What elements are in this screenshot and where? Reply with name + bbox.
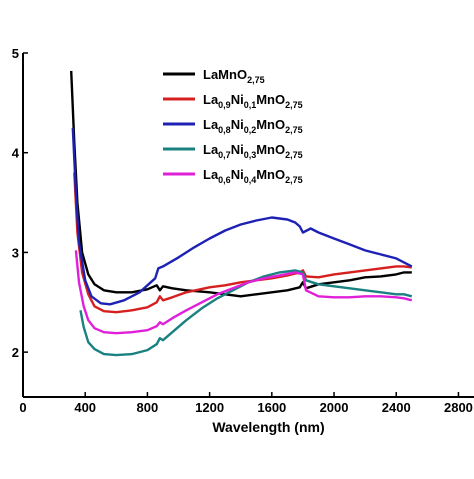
legend-label-part: 0,8 [218,125,231,135]
x-tick-label: 2800 [444,400,473,415]
legend-label-4: La0,7Ni0,3MnO2,75 [203,142,303,160]
legend-label-part: 0,2 [244,125,257,135]
axes: 0 400 800 1200 1600 2000 2400 2800 2 3 4 5 Wavelengt… [12,46,474,435]
y-tick-label: 3 [12,245,19,260]
legend-label-2: La0,9Ni0,1MnO2,75 [203,92,303,110]
x-tick-label: 1600 [257,400,286,415]
legend: LaMnO2,75La0,9Ni0,1MnO2,75La0,8Ni0,2MnO2… [163,67,303,185]
legend-label-part: MnO [256,142,285,157]
legend-label-part: Ni [231,167,244,182]
x-tick-label: 800 [137,400,159,415]
legend-label-part: Ni [231,142,244,157]
x-tick-label: 2000 [320,400,349,415]
y-tick-label: 5 [12,46,19,61]
y-tick-label: 2 [12,345,19,360]
legend-label-part: La [203,142,219,157]
legend-label-5: La0,6Ni0,4MnO2,75 [203,167,303,185]
series-line-5 [74,250,413,335]
x-tick-label: 2400 [382,400,411,415]
legend-label-part: 0,9 [218,100,231,110]
legend-label-part: Ni [231,92,244,107]
legend-label-part: Ni [231,117,244,132]
x-tick-label: 0 [19,400,26,415]
x-tick-label: 400 [74,400,96,415]
legend-label-part: 2,75 [285,175,303,185]
plot-lines [70,70,413,357]
legend-label-part: LaMnO [203,67,247,82]
legend-label-part: La [203,167,219,182]
series-line-4 [79,269,413,357]
legend-label-part: 0,1 [244,100,257,110]
legend-label-part: 0,4 [244,175,257,185]
legend-label-part: 2,75 [285,125,303,135]
series-line-2 [73,172,412,314]
legend-label-part: 0,3 [244,150,257,160]
legend-label-part: La [203,117,219,132]
legend-label-part: 2,75 [247,75,265,85]
legend-label-part: MnO [256,92,285,107]
legend-label-part: 2,75 [285,150,303,160]
legend-label-part: La [203,92,219,107]
legend-label-part: MnO [256,117,285,132]
y-tick-label: 4 [12,146,20,161]
legend-label-part: 0,7 [218,150,231,160]
legend-label-part: 2,75 [285,100,303,110]
legend-label-part: 0,6 [218,175,231,185]
legend-label-part: MnO [256,167,285,182]
legend-label-1: LaMnO2,75 [203,67,265,85]
x-tick-label: 1200 [195,400,224,415]
legend-label-3: La0,8Ni0,2MnO2,75 [203,117,303,135]
x-axis-title: Wavelength (nm) [212,419,324,435]
series-line-3 [71,127,413,306]
